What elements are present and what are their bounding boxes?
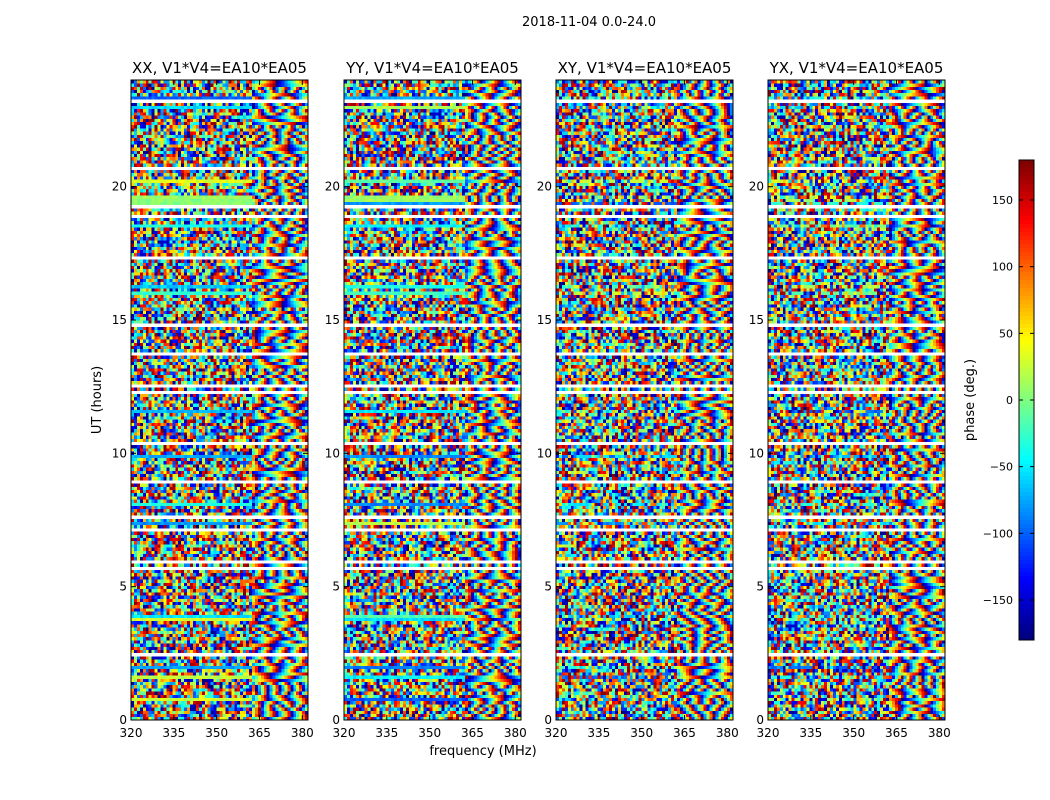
- colorbar: 150 100 50 0 −50 −100 −150: [983, 160, 1034, 641]
- panel-yx-heatmap: [768, 80, 945, 720]
- x-tick-label: 350: [630, 726, 653, 740]
- x-tick-label: 335: [375, 726, 398, 740]
- x-tick-label: 320: [333, 726, 356, 740]
- x-tick-label: 380: [504, 726, 527, 740]
- y-tick-label: 0: [544, 713, 552, 727]
- y-tick-label: 15: [325, 313, 340, 327]
- x-tick-label: 335: [799, 726, 822, 740]
- y-tick-label: 5: [544, 580, 552, 594]
- x-tick-label: 350: [418, 726, 441, 740]
- panel-yx: YX, V1*V4=EA10*EA05 320 335 350 365 380 0 5 10 15…: [749, 59, 951, 740]
- y-tick-label: 0: [332, 713, 340, 727]
- y-tick-label: 5: [119, 580, 127, 594]
- colorbar-tick-label: 100: [992, 261, 1013, 274]
- x-axis-label: frequency (MHz): [429, 744, 536, 759]
- x-tick-label: 350: [205, 726, 228, 740]
- colorbar-tick-label: −150: [983, 594, 1013, 607]
- y-tick-label: 15: [749, 313, 764, 327]
- x-tick-label: 365: [673, 726, 696, 740]
- y-tick-label: 15: [112, 313, 127, 327]
- x-tick-label: 365: [461, 726, 484, 740]
- colorbar-tick-label: −50: [990, 461, 1013, 474]
- panel-xy: XY, V1*V4=EA10*EA05 320 335 350 365 380 0 5 10 15…: [537, 59, 739, 740]
- x-tick-label: 320: [545, 726, 568, 740]
- y-tick-label: 20: [749, 180, 764, 194]
- x-tick-label: 365: [885, 726, 908, 740]
- phase-waterfall-figure: 2018-11-04 0.0-24.0 frequency (MHz) UT (…: [0, 0, 1050, 800]
- colorbar-tick-label: 0: [1006, 394, 1013, 407]
- x-tick-label: 335: [162, 726, 185, 740]
- y-tick-label: 10: [325, 446, 340, 460]
- y-tick-label: 20: [537, 180, 552, 194]
- y-tick-label: 5: [332, 580, 340, 594]
- panel-yy-title: YY, V1*V4=EA10*EA05: [345, 59, 519, 77]
- panel-yx-title: YX, V1*V4=EA10*EA05: [769, 59, 944, 77]
- panel-yy-heatmap: [344, 80, 521, 720]
- x-tick-label: 380: [716, 726, 739, 740]
- panel-xx-heatmap: [131, 80, 308, 720]
- figure-suptitle: 2018-11-04 0.0-24.0: [522, 15, 656, 30]
- y-tick-label: 5: [756, 580, 764, 594]
- panel-xx: XX, V1*V4=EA10*EA05 320 335 350 365 380 0 5 10 15…: [112, 59, 314, 740]
- colorbar-tick-label: 50: [999, 327, 1013, 340]
- y-tick-label: 10: [749, 446, 764, 460]
- panel-xx-title: XX, V1*V4=EA10*EA05: [132, 59, 307, 77]
- x-tick-label: 320: [757, 726, 780, 740]
- x-tick-label: 380: [291, 726, 314, 740]
- x-tick-label: 320: [120, 726, 143, 740]
- panel-xy-heatmap: [556, 80, 733, 720]
- y-tick-label: 0: [119, 713, 127, 727]
- y-tick-label: 0: [756, 713, 764, 727]
- colorbar-tick-label: −100: [983, 527, 1013, 540]
- y-tick-label: 20: [112, 180, 127, 194]
- y-tick-label: 10: [537, 446, 552, 460]
- panels-group: XX, V1*V4=EA10*EA05 320 335 350 365 380 0 5 10 15…: [112, 59, 951, 740]
- x-tick-label: 350: [842, 726, 865, 740]
- y-axis-label: UT (hours): [90, 366, 105, 434]
- x-tick-label: 335: [587, 726, 610, 740]
- panel-xy-title: XY, V1*V4=EA10*EA05: [558, 59, 732, 77]
- x-tick-label: 380: [928, 726, 951, 740]
- y-tick-label: 20: [325, 180, 340, 194]
- y-tick-label: 15: [537, 313, 552, 327]
- colorbar-label: phase (deg.): [963, 359, 978, 441]
- panel-yy: YY, V1*V4=EA10*EA05 320 335 350 365 380 0 5 10 15…: [325, 59, 527, 740]
- colorbar-tick-label: 150: [992, 194, 1013, 207]
- x-tick-label: 365: [248, 726, 271, 740]
- y-tick-label: 10: [112, 446, 127, 460]
